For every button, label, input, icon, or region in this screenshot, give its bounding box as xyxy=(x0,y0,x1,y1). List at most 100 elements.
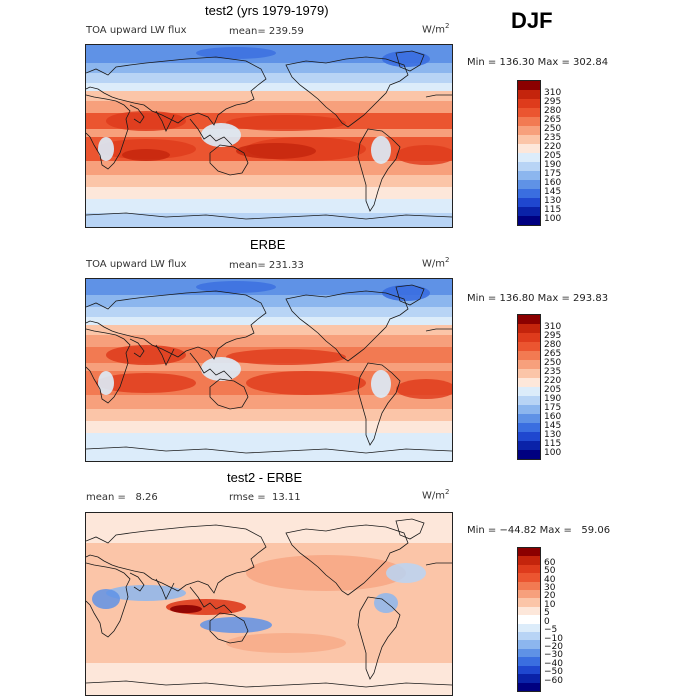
colorbar-segment xyxy=(518,615,540,624)
coast-antarctica xyxy=(86,680,452,688)
colorbar-segment xyxy=(518,441,540,450)
latitude-band xyxy=(86,101,452,113)
coast-eurasia xyxy=(86,524,267,594)
coast-indonesia xyxy=(189,586,233,614)
colorbar-tick-label: 10 xyxy=(544,599,556,610)
colorbar-segment xyxy=(518,135,540,144)
colorbar-segment xyxy=(518,632,540,641)
coast-south-america xyxy=(357,362,401,446)
colorbar-tick-label: 0 xyxy=(544,616,550,627)
warm-region xyxy=(396,145,452,165)
diff-positive-max xyxy=(170,605,202,613)
colorbar-tick-label: 265 xyxy=(544,114,562,125)
colorbar-tick-label: 100 xyxy=(544,213,562,224)
coast-north-america xyxy=(285,290,409,362)
colorbar-segment xyxy=(518,405,540,414)
colorbar-tick-label: −40 xyxy=(544,658,563,669)
panel3-colorbar xyxy=(517,547,541,692)
colorbar-segment xyxy=(518,189,540,198)
colorbar-segment xyxy=(518,581,540,591)
latitude-band xyxy=(86,175,452,187)
panel3-title: test2 - ERBE xyxy=(227,470,303,485)
latitude-band xyxy=(86,421,452,433)
colorbar-tick-label: −30 xyxy=(544,650,563,661)
diff-negative xyxy=(386,563,426,583)
coast-india xyxy=(155,578,175,600)
colorbar-tick-label: 100 xyxy=(544,447,562,458)
colorbar-segment xyxy=(518,378,540,387)
panel1-minmax: Min = 136.30 Max = 302.84 xyxy=(467,57,609,68)
colorbar-tick-label: 280 xyxy=(544,339,562,350)
colorbar-segment xyxy=(518,153,540,162)
latitude-band xyxy=(86,129,452,137)
latitude-band xyxy=(86,447,452,461)
colorbar-segment xyxy=(518,99,540,108)
colorbar-tick-label: 115 xyxy=(544,438,562,449)
colorbar-segment xyxy=(518,573,540,582)
colorbar-tick-label: −20 xyxy=(544,641,563,652)
latitude-band xyxy=(86,63,452,73)
season-label: DJF xyxy=(511,8,553,33)
latitude-band xyxy=(86,199,452,213)
colorbar-tick-label: 40 xyxy=(544,574,556,585)
cold-region xyxy=(201,123,241,147)
colorbar-segment xyxy=(518,171,540,180)
coast-greenland xyxy=(395,50,425,72)
colorbar-segment xyxy=(518,606,540,616)
panel3-rmse-label: rmse = 13.11 xyxy=(229,492,301,503)
colorbar-tick-label: 175 xyxy=(544,168,562,179)
colorbar-tick-label: 190 xyxy=(544,393,562,404)
colorbar-segment xyxy=(518,387,540,396)
latitude-band xyxy=(86,73,452,83)
cold-region xyxy=(371,370,391,398)
panel2-minmax: Min = 136.80 Max = 293.83 xyxy=(467,293,609,304)
coast-africa-west xyxy=(425,328,452,332)
colorbar-segment xyxy=(518,674,540,683)
colorbar-segment xyxy=(518,144,540,153)
colorbar-tick-label: 145 xyxy=(544,420,562,431)
colorbar-tick-label: 310 xyxy=(544,321,562,332)
coast-greenland xyxy=(395,284,425,306)
latitude-band xyxy=(86,433,452,447)
colorbar-tick-label: 145 xyxy=(544,186,562,197)
colorbar-segment xyxy=(518,351,540,360)
cold-region xyxy=(98,137,114,161)
colorbar-segment xyxy=(518,324,540,333)
colorbar-segment xyxy=(518,598,540,607)
panel1-colorbar xyxy=(517,80,541,226)
latitude-band xyxy=(86,91,452,101)
panel2-mean-label: mean= 231.33 xyxy=(229,260,304,271)
panel2-colorbar xyxy=(517,314,541,460)
cold-region xyxy=(98,371,114,395)
latitude-band xyxy=(86,187,452,199)
colorbar-segment xyxy=(518,90,540,99)
colorbar-tick-label: 250 xyxy=(544,123,562,134)
colorbar-segment xyxy=(518,126,540,135)
latitude-band xyxy=(86,335,452,347)
coast-south-america xyxy=(357,128,401,212)
colorbar-segment xyxy=(518,665,540,675)
colorbar-tick-label: 310 xyxy=(544,87,562,98)
colorbar-segment xyxy=(518,369,540,378)
colorbar-segment xyxy=(518,623,540,633)
panel1-title: test2 (yrs 1979-1979) xyxy=(205,3,329,18)
panel3-units: W/m2 xyxy=(422,488,450,502)
latitude-band xyxy=(86,307,452,317)
colorbar-tick-label: −10 xyxy=(544,633,563,644)
polar-region xyxy=(196,281,276,293)
colorbar-segment xyxy=(518,180,540,189)
colorbar-segment xyxy=(518,590,540,599)
coast-australia xyxy=(209,612,249,644)
coast-arabia xyxy=(129,338,145,358)
colorbar-segment xyxy=(518,198,540,207)
latitude-band xyxy=(86,317,452,325)
colorbar-tick-label: −60 xyxy=(544,675,563,686)
coast-australia xyxy=(209,378,249,410)
polar-region xyxy=(382,285,430,301)
colorbar-segment xyxy=(518,556,540,565)
diff-negative xyxy=(200,617,272,633)
coast-eurasia xyxy=(86,290,267,360)
coast-india xyxy=(155,344,175,366)
colorbar-segment xyxy=(518,333,540,342)
colorbar-segment xyxy=(518,414,540,423)
